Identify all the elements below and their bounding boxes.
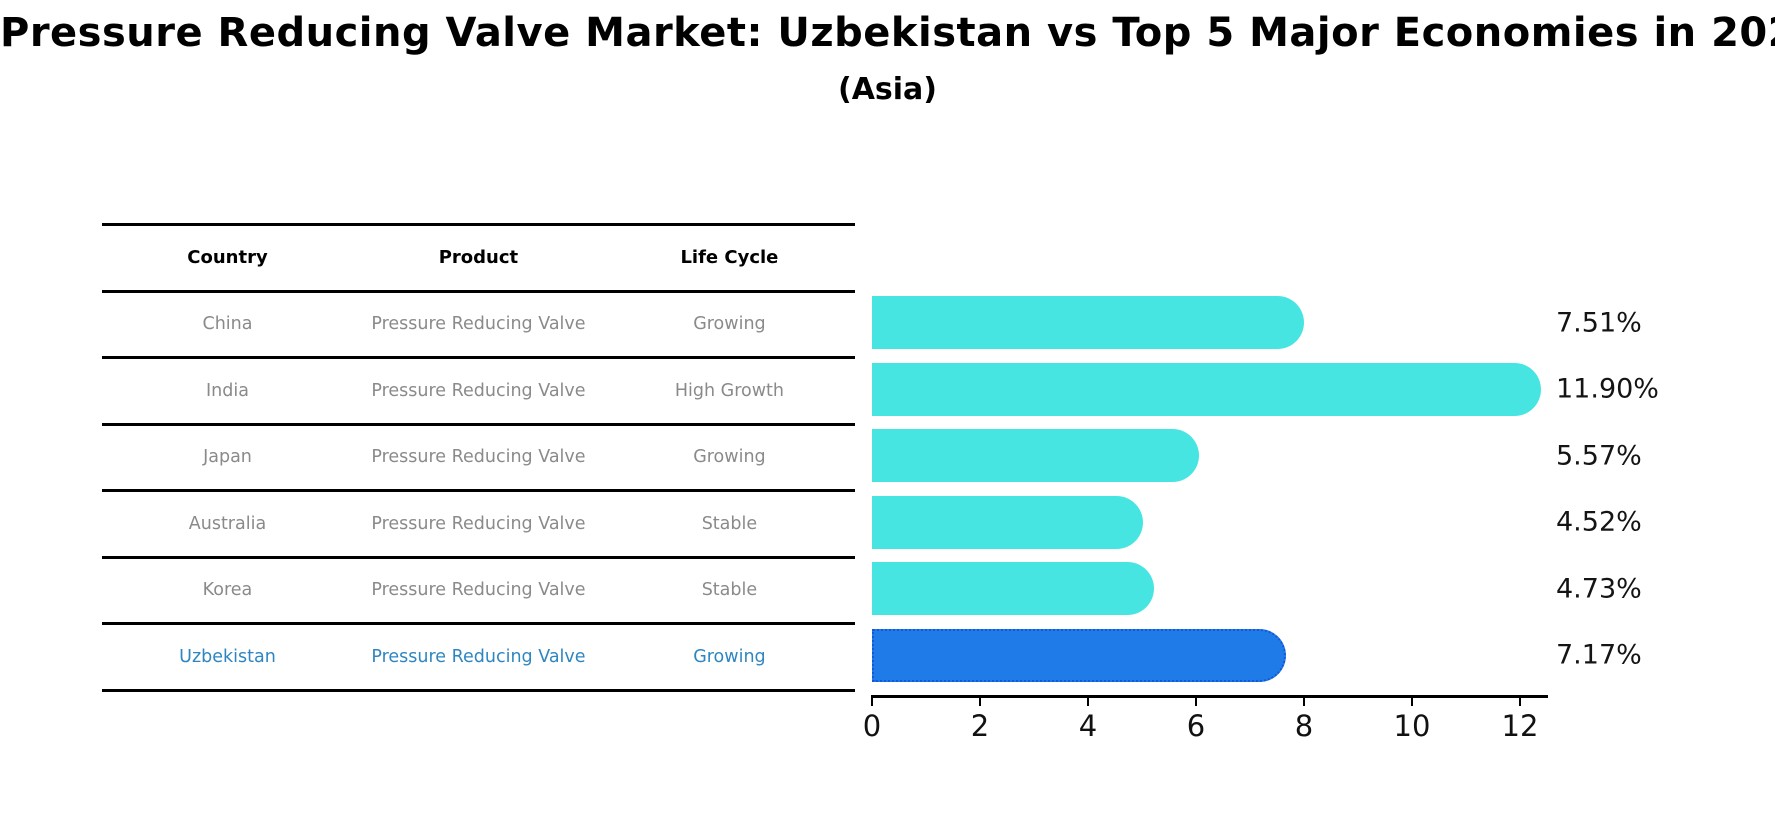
column-header-product: Product [438, 247, 519, 269]
bar-australia [872, 495, 1143, 549]
cell-product: Pressure Reducing Valve [371, 513, 586, 534]
x-axis-tick-label: 10 [1393, 709, 1431, 743]
cell-product: Pressure Reducing Valve [371, 447, 586, 468]
cell-product: Pressure Reducing Valve [371, 580, 586, 601]
table-header-row: Country Product Life Cycle [102, 226, 855, 293]
bar-korea [872, 562, 1154, 616]
x-axis-tick-label: 4 [1078, 709, 1098, 743]
country-table: Country Product Life Cycle China Pressure… [102, 223, 855, 692]
cell-country: Japan [203, 447, 252, 468]
x-axis-tick [870, 695, 874, 706]
cell-product: Pressure Reducing Valve [371, 380, 586, 401]
bar-value-label-australia: 4.52% [1556, 506, 1642, 538]
bar-value-label-uzbekistan: 7.17% [1556, 639, 1642, 671]
table-row-japan: Japan Pressure Reducing Valve Growing [102, 426, 855, 492]
cell-product: Pressure Reducing Valve [371, 314, 586, 335]
x-axis-line [872, 695, 1548, 698]
table-row-korea: Korea Pressure Reducing Valve Stable [102, 559, 855, 625]
x-axis-tick-label: 8 [1294, 709, 1314, 743]
x-axis-tick [1410, 695, 1414, 706]
cell-lifecycle: Stable [701, 580, 758, 601]
cell-lifecycle: Stable [701, 513, 758, 534]
x-axis-tick [1518, 695, 1522, 706]
bar-value-label-china: 7.51% [1556, 307, 1642, 339]
x-axis-tick [978, 695, 982, 706]
chart-title: Pressure Reducing Valve Market: Uzbekist… [0, 10, 1775, 56]
table-row-uzbekistan: Uzbekistan Pressure Reducing Valve Growing [102, 625, 855, 692]
bar-uzbekistan [872, 628, 1286, 682]
table-row-australia: Australia Pressure Reducing Valve Stable [102, 492, 855, 559]
bar-value-label-japan: 5.57% [1556, 440, 1642, 472]
cell-country: India [206, 380, 249, 401]
bar-value-label-korea: 4.73% [1556, 573, 1642, 605]
x-axis-tick-label: 12 [1501, 709, 1539, 743]
cell-country: China [202, 314, 253, 335]
column-header-country: Country [187, 247, 268, 269]
x-axis-tick-label: 0 [862, 709, 882, 743]
x-axis-tick [1302, 695, 1306, 706]
cell-country: Uzbekistan [179, 646, 276, 667]
cell-country: Korea [202, 580, 253, 601]
bar-china [872, 296, 1305, 350]
cell-lifecycle: High Growth [674, 380, 784, 401]
x-axis-tick-label: 6 [1186, 709, 1206, 743]
x-axis-tick-label: 2 [970, 709, 990, 743]
chart-subtitle: (Asia) [837, 72, 938, 107]
cell-product: Pressure Reducing Valve [371, 646, 586, 667]
cell-lifecycle: Growing [693, 646, 766, 667]
table-row-india: India Pressure Reducing Valve High Growth [102, 359, 855, 426]
x-axis-tick [1086, 695, 1090, 706]
cell-country: Australia [188, 513, 267, 534]
column-header-lifecycle: Life Cycle [680, 247, 779, 269]
table-row-china: China Pressure Reducing Valve Growing [102, 293, 855, 359]
bar-india [872, 362, 1542, 416]
bar-value-label-india: 11.90% [1556, 373, 1659, 405]
x-axis-tick [1194, 695, 1198, 706]
cell-lifecycle: Growing [693, 447, 766, 468]
cell-lifecycle: Growing [693, 314, 766, 335]
bar-japan [872, 429, 1200, 483]
